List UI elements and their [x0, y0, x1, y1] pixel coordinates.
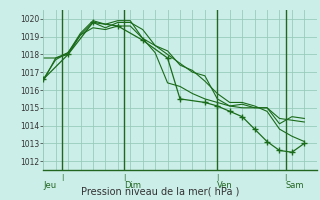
Text: Dim: Dim — [124, 181, 141, 190]
Text: |: | — [61, 174, 63, 181]
Text: |: | — [123, 174, 125, 181]
Text: Ven: Ven — [217, 181, 233, 190]
Text: Pression niveau de la mer( hPa ): Pression niveau de la mer( hPa ) — [81, 186, 239, 196]
Text: Sam: Sam — [286, 181, 304, 190]
Text: Jeu: Jeu — [43, 181, 56, 190]
Text: |: | — [216, 174, 219, 181]
Text: |: | — [284, 174, 287, 181]
